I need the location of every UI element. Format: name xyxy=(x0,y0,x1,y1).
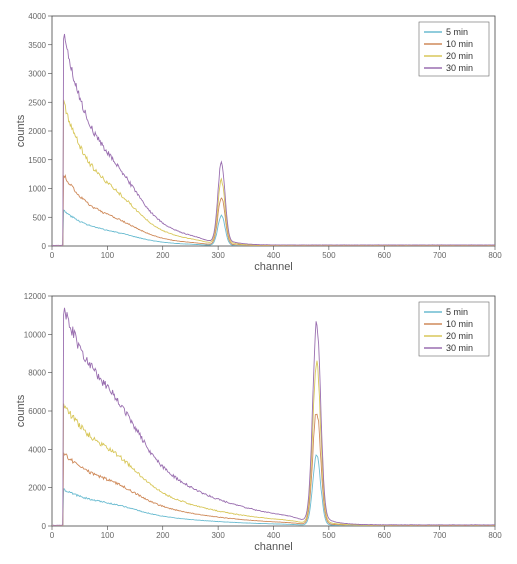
x-tick-label: 200 xyxy=(156,251,170,260)
y-tick-label: 2500 xyxy=(28,98,46,107)
x-tick-label: 500 xyxy=(322,251,336,260)
y-tick-label: 3500 xyxy=(28,41,46,50)
y-tick-label: 4000 xyxy=(28,12,46,21)
x-tick-label: 600 xyxy=(378,531,392,540)
plot-area xyxy=(52,296,495,526)
y-tick-label: 1000 xyxy=(28,185,46,194)
legend-label: 5 min xyxy=(446,307,468,317)
x-tick-label: 100 xyxy=(101,251,115,260)
y-tick-label: 0 xyxy=(42,522,47,531)
legend-label: 30 min xyxy=(446,343,473,353)
chart-panel-bottom: 0100200300400500600700800020004000600080… xyxy=(10,286,507,556)
legend-label: 10 min xyxy=(446,319,473,329)
legend-label: 5 min xyxy=(446,27,468,37)
y-tick-label: 6000 xyxy=(28,407,46,416)
x-tick-label: 400 xyxy=(267,251,281,260)
y-axis-label: counts xyxy=(15,114,27,147)
y-tick-label: 3000 xyxy=(28,70,46,79)
x-tick-label: 800 xyxy=(488,531,502,540)
x-tick-label: 300 xyxy=(211,531,225,540)
x-tick-label: 0 xyxy=(50,531,55,540)
x-tick-label: 800 xyxy=(488,251,502,260)
x-tick-label: 100 xyxy=(101,531,115,540)
legend-label: 10 min xyxy=(446,39,473,49)
x-axis-label: channel xyxy=(254,541,293,553)
y-tick-label: 2000 xyxy=(28,127,46,136)
panel-bottom: 0100200300400500600700800020004000600080… xyxy=(10,286,507,556)
y-tick-label: 10000 xyxy=(24,330,47,339)
x-tick-label: 400 xyxy=(267,531,281,540)
y-tick-label: 1500 xyxy=(28,156,46,165)
legend-label: 30 min xyxy=(446,63,473,73)
chart-panel-top: 0 100 200 300 400 500 600 700 800 0 500 1000 1500 200… xyxy=(10,6,507,276)
panel-top: 0 100 200 300 400 500 600 700 800 0 500 1000 1500 200… xyxy=(10,6,507,276)
x-tick-label: 700 xyxy=(433,531,447,540)
x-axis-label: channel xyxy=(254,261,293,273)
y-axis-label: counts xyxy=(15,394,27,427)
x-tick-label: 300 xyxy=(211,251,225,260)
y-tick-label: 12000 xyxy=(24,292,47,301)
legend-label: 20 min xyxy=(446,51,473,61)
x-tick-label: 0 xyxy=(50,251,55,260)
x-tick-label: 200 xyxy=(156,531,170,540)
x-tick-label: 700 xyxy=(433,251,447,260)
x-tick-label: 500 xyxy=(322,531,336,540)
y-tick-label: 8000 xyxy=(28,369,46,378)
y-tick-label: 2000 xyxy=(28,484,46,493)
x-tick-label: 600 xyxy=(378,251,392,260)
plot-area xyxy=(52,16,495,246)
y-tick-label: 0 xyxy=(42,242,47,251)
y-tick-label: 500 xyxy=(33,213,47,222)
y-tick-label: 4000 xyxy=(28,445,46,454)
legend-label: 20 min xyxy=(446,331,473,341)
